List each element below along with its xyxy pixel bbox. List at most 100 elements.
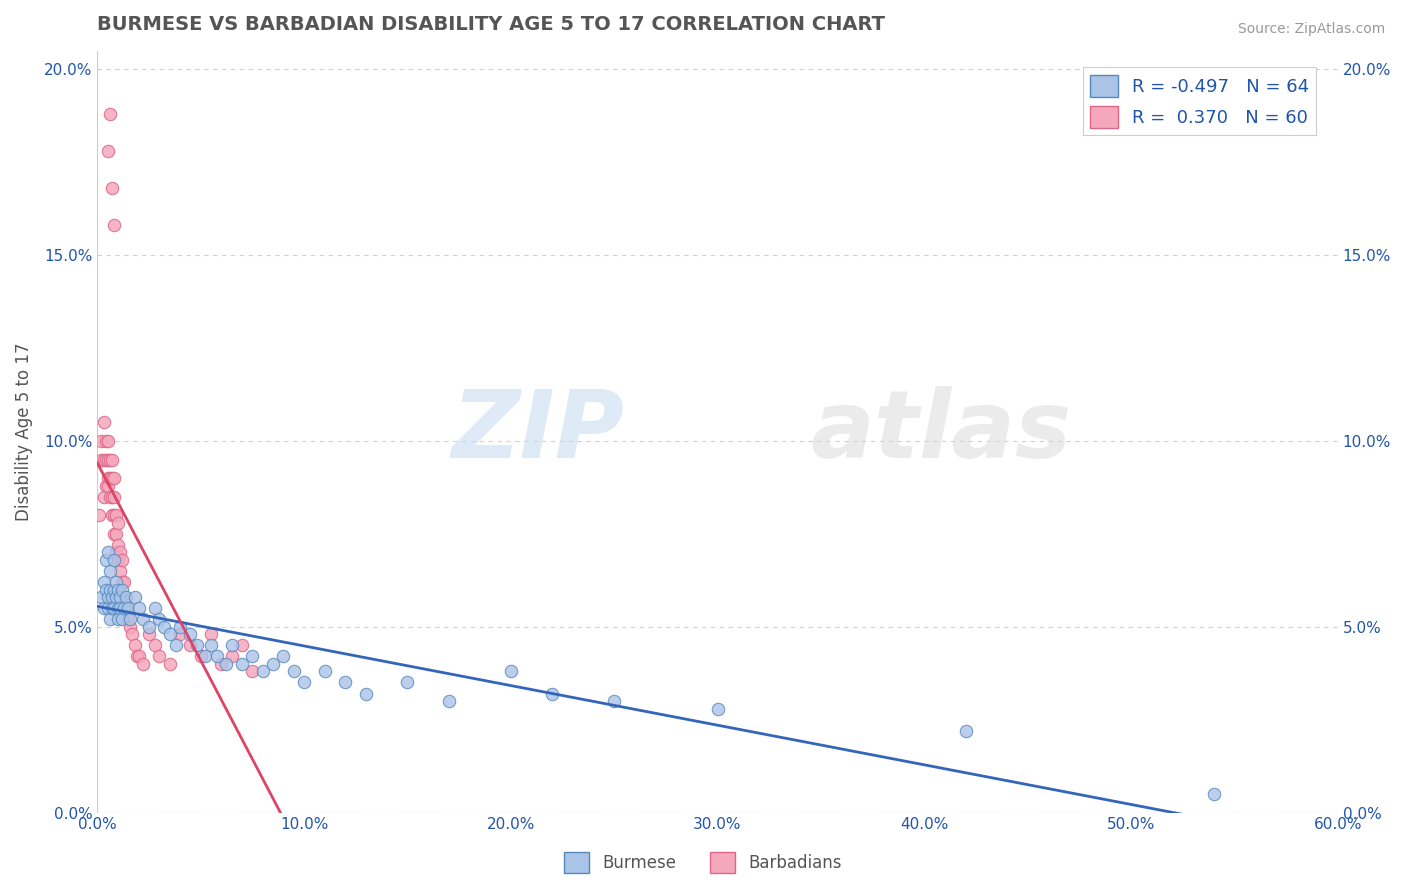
Point	[98, 564, 121, 578]
Point	[209, 657, 232, 671]
Point	[221, 649, 243, 664]
Point	[148, 612, 170, 626]
Point	[1202, 787, 1225, 801]
Point	[437, 694, 460, 708]
Point	[128, 601, 150, 615]
Point	[103, 490, 125, 504]
Point	[103, 508, 125, 523]
Point	[115, 590, 138, 604]
Point	[231, 638, 253, 652]
Point	[111, 575, 134, 590]
Point	[242, 649, 264, 664]
Point	[107, 516, 129, 530]
Point	[108, 545, 131, 559]
Point	[97, 471, 120, 485]
Point	[97, 144, 120, 158]
Point	[242, 665, 264, 679]
Point	[103, 471, 125, 485]
Point	[104, 590, 127, 604]
Point	[104, 508, 127, 523]
Point	[98, 452, 121, 467]
Point	[107, 601, 129, 615]
Point	[101, 181, 124, 195]
Point	[292, 675, 315, 690]
Point	[190, 649, 212, 664]
Point	[120, 612, 142, 626]
Point	[159, 627, 181, 641]
Point	[108, 601, 131, 615]
Point	[103, 582, 125, 597]
Point	[314, 665, 336, 679]
Point	[93, 416, 115, 430]
Point	[94, 553, 117, 567]
Point	[132, 657, 155, 671]
Point	[90, 434, 112, 448]
Legend: Burmese, Barbadians: Burmese, Barbadians	[558, 846, 848, 880]
Point	[138, 627, 160, 641]
Point	[97, 478, 120, 492]
Point	[262, 657, 284, 671]
Point	[143, 638, 166, 652]
Point	[98, 490, 121, 504]
Point	[200, 627, 222, 641]
Point	[97, 452, 120, 467]
Point	[221, 638, 243, 652]
Point	[117, 612, 139, 626]
Point	[117, 601, 139, 615]
Point	[955, 723, 977, 738]
Point	[231, 657, 253, 671]
Point	[94, 434, 117, 448]
Point	[169, 620, 191, 634]
Point	[93, 452, 115, 467]
Point	[107, 612, 129, 626]
Point	[89, 508, 111, 523]
Point	[103, 601, 125, 615]
Point	[169, 627, 191, 641]
Point	[101, 490, 124, 504]
Text: Source: ZipAtlas.com: Source: ZipAtlas.com	[1237, 22, 1385, 37]
Point	[603, 694, 626, 708]
Point	[354, 687, 377, 701]
Point	[335, 675, 357, 690]
Point	[165, 638, 187, 652]
Point	[93, 490, 115, 504]
Point	[93, 575, 115, 590]
Point	[107, 553, 129, 567]
Point	[107, 582, 129, 597]
Point	[108, 564, 131, 578]
Point	[101, 601, 124, 615]
Point	[108, 590, 131, 604]
Point	[98, 612, 121, 626]
Point	[104, 527, 127, 541]
Point	[111, 612, 134, 626]
Y-axis label: Disability Age 5 to 17: Disability Age 5 to 17	[15, 343, 32, 521]
Point	[499, 665, 522, 679]
Point	[90, 590, 112, 604]
Legend: R = -0.497   N = 64, R =  0.370   N = 60: R = -0.497 N = 64, R = 0.370 N = 60	[1083, 68, 1316, 135]
Point	[124, 638, 146, 652]
Point	[214, 657, 236, 671]
Point	[152, 620, 174, 634]
Point	[273, 649, 295, 664]
Point	[98, 471, 121, 485]
Point	[104, 575, 127, 590]
Point	[112, 590, 135, 604]
Point	[94, 478, 117, 492]
Point	[97, 590, 120, 604]
Point	[121, 627, 143, 641]
Point	[112, 575, 135, 590]
Point	[97, 545, 120, 559]
Point	[179, 638, 201, 652]
Point	[93, 601, 115, 615]
Point	[101, 590, 124, 604]
Point	[94, 582, 117, 597]
Point	[111, 553, 134, 567]
Point	[148, 649, 170, 664]
Point	[98, 107, 121, 121]
Point	[101, 471, 124, 485]
Point	[104, 545, 127, 559]
Point	[706, 701, 728, 715]
Point	[98, 582, 121, 597]
Point	[90, 452, 112, 467]
Point	[103, 219, 125, 233]
